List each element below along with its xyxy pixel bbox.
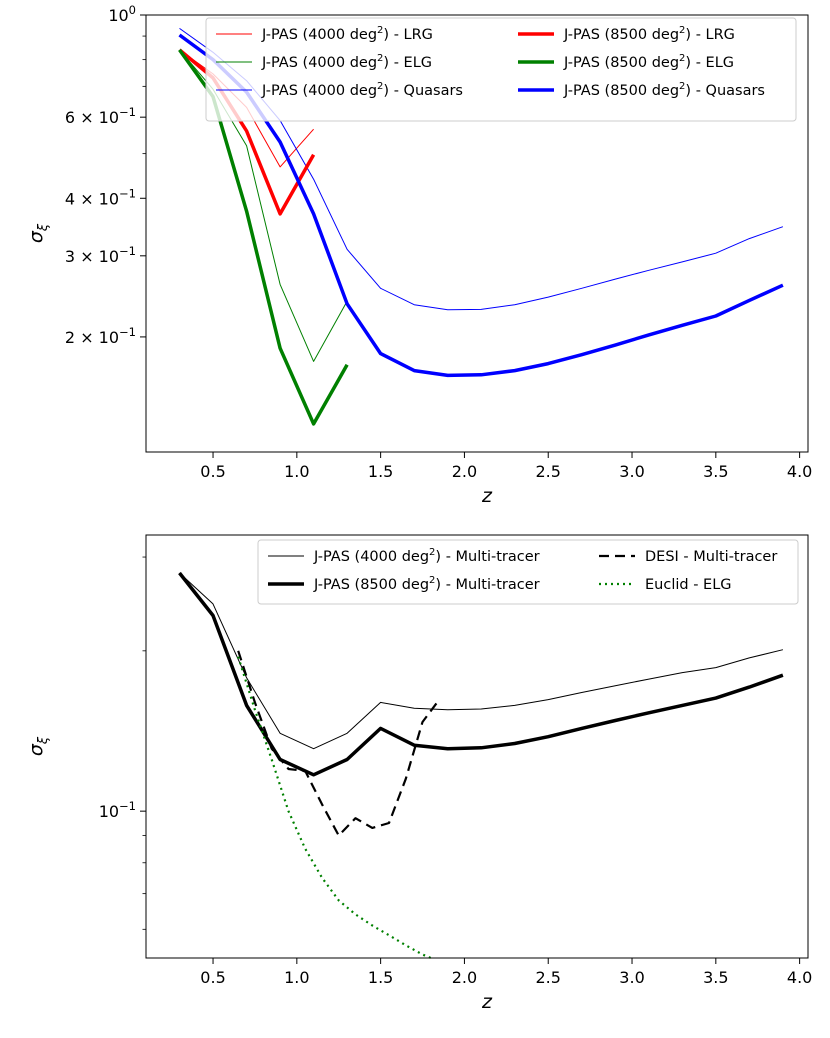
x-tick-label: 0.5 bbox=[200, 462, 225, 481]
x-axis-label: z bbox=[481, 485, 493, 507]
x-tick-label: 2.5 bbox=[536, 968, 561, 987]
x-axis-label: z bbox=[481, 991, 493, 1013]
series-line-5 bbox=[178, 33, 784, 378]
y-axis-label: σξ bbox=[25, 736, 51, 756]
x-tick-label: 3.0 bbox=[619, 968, 644, 987]
legend-entry: J-PAS (8500 deg2) - LRG bbox=[563, 25, 735, 43]
x-tick-label: 3.5 bbox=[703, 462, 728, 481]
series-line-2 bbox=[237, 650, 441, 837]
legend-entry: DESI - Multi-tracer bbox=[645, 549, 777, 565]
series-line-3 bbox=[178, 48, 316, 216]
legend-entry: J-PAS (4000 deg2) - Multi-tracer bbox=[313, 547, 540, 565]
x-tick-label: 0.5 bbox=[200, 968, 225, 987]
bottom-panel: 0.5 1.0 1.5 2.0 2.5 3.0 3.5 4.0 10−1 z σξ J-PAS (40… bbox=[25, 534, 812, 1013]
y-tick-label: 100 bbox=[108, 3, 136, 25]
legend-entry: J-PAS (4000 deg2) - Quasars bbox=[261, 81, 463, 99]
x-tick-label: 2.5 bbox=[536, 462, 561, 481]
y-axis-label: σξ bbox=[25, 223, 51, 243]
legend-entry: J-PAS (8500 deg2) - Quasars bbox=[563, 81, 765, 99]
legend-box bbox=[257, 539, 799, 605]
x-tick-label: 1.0 bbox=[284, 462, 309, 481]
series-line-0 bbox=[179, 572, 784, 750]
legend-entry: J-PAS (4000 deg2) - LRG bbox=[261, 25, 433, 43]
y-tick-label: 10−1 bbox=[99, 799, 136, 821]
legend-entry: Euclid - ELG bbox=[645, 577, 732, 593]
x-tick-label: 2.0 bbox=[452, 462, 477, 481]
top-panel: 0.5 1.0 1.5 2.0 2.5 3.0 3.5 4.0 100 6 × 10−1 4 × 1… bbox=[25, 3, 812, 507]
axes-frame bbox=[145, 534, 809, 959]
x-tick-label: 2.0 bbox=[452, 968, 477, 987]
x-tick-label: 4.0 bbox=[787, 968, 812, 987]
x-tick-label: 1.5 bbox=[368, 462, 393, 481]
y-tick-label: 3 × 10−1 bbox=[65, 244, 136, 266]
x-tick-label: 3.0 bbox=[619, 462, 644, 481]
y-tick-label: 2 × 10−1 bbox=[65, 325, 136, 347]
legend-entry: J-PAS (8500 deg2) - Multi-tracer bbox=[313, 575, 540, 593]
legend-entry: J-PAS (4000 deg2) - ELG bbox=[261, 53, 432, 71]
legend-box bbox=[205, 17, 797, 122]
x-tick-label: 4.0 bbox=[787, 462, 812, 481]
axes-frame bbox=[145, 14, 809, 453]
y-tick-label: 6 × 10−1 bbox=[65, 105, 136, 127]
series-line-3 bbox=[237, 656, 432, 960]
x-tick-label: 3.5 bbox=[703, 968, 728, 987]
y-tick-label: 4 × 10−1 bbox=[65, 186, 136, 208]
x-tick-label: 1.0 bbox=[284, 968, 309, 987]
legend-entry: J-PAS (8500 deg2) - ELG bbox=[563, 53, 734, 71]
x-tick-label: 1.5 bbox=[368, 968, 393, 987]
